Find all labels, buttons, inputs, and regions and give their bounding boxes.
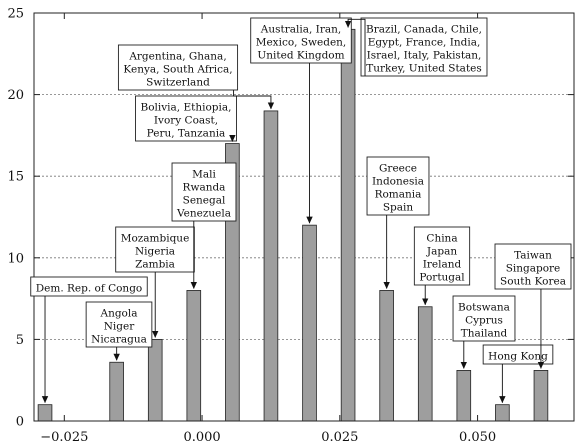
annotation-line: Kenya, South Africa,: [123, 64, 232, 76]
annotation-line: Egypt, France, India,: [368, 37, 481, 49]
annotation-box: [250, 17, 352, 64]
annotation-line: Taiwan: [514, 250, 552, 262]
annotation-line: China: [426, 233, 457, 245]
annotation-line: Mali: [192, 169, 216, 181]
bar-0: [37, 404, 53, 422]
y-tick-label: 5: [16, 333, 24, 348]
y-tick-label: 0: [16, 415, 24, 430]
annotation-line: Portugal: [419, 272, 465, 284]
annotation-line: Turkey, United States: [366, 63, 482, 75]
annotation-box: [30, 276, 148, 297]
x-tick-label: −0.025: [40, 430, 88, 445]
annotation-line: Niger: [104, 321, 135, 333]
bar-7: [340, 28, 356, 422]
y-tick-label: 15: [7, 170, 24, 185]
annotation-line: Ivory Coast,: [154, 115, 218, 127]
annotation-line: Nigeria: [135, 246, 175, 258]
annotation-line: Venezuela: [176, 208, 231, 220]
annotation-line: Japan: [426, 246, 457, 258]
annotation-line: Cyprus: [465, 315, 503, 327]
y-tick-label: 25: [7, 7, 24, 22]
x-tick-label: 0.000: [183, 430, 220, 445]
annotation-box: [115, 226, 195, 273]
annotation-line: Nicaragua: [91, 334, 147, 346]
x-tick-label: 0.050: [459, 430, 496, 445]
annotation-line: South Korea: [500, 276, 566, 288]
annotation-line: Indonesia: [372, 176, 424, 188]
bar-5: [263, 110, 279, 422]
annotation-box: [413, 226, 471, 286]
annotation-box: [171, 162, 237, 222]
annotation-line: Romania: [375, 189, 422, 201]
annotation-box: [117, 44, 239, 91]
annotation-line: Australia, Iran,: [260, 24, 341, 36]
annotation-line: Senegal: [183, 195, 226, 207]
annotation-box: [482, 344, 554, 365]
annotation-7: Brazil, Canada, Chile,Egypt, France, Ind…: [344, 17, 488, 77]
annotation-line: Angola: [99, 308, 137, 320]
bar-6: [302, 224, 317, 422]
bars: [37, 28, 549, 422]
annotation-line: Israel, Italy, Pakistan,: [367, 50, 482, 62]
annotation-line: Peru, Tanzania: [147, 128, 226, 140]
annotation-5: Argentina, Ghana,Kenya, South Africa,Swi…: [117, 44, 275, 110]
annotation-line: Zambia: [135, 259, 175, 271]
annotation-11: Hong Kong: [482, 344, 554, 404]
bar-9: [417, 306, 433, 422]
ticks: 0 5 10 15 20 25 −0.025 0.000 0.025 0.050: [7, 7, 574, 445]
annotation-line: Mozambique: [121, 233, 190, 245]
y-tick-label: 20: [7, 88, 24, 103]
annotation-box: [85, 301, 153, 348]
plot-frame: [33, 12, 575, 422]
annotation-line: Thailand: [461, 328, 508, 340]
y-tick-label: 10: [7, 251, 24, 266]
annotation-line: United Kingdom: [257, 50, 344, 62]
bar-10: [456, 370, 472, 422]
bar-1: [109, 361, 124, 422]
annotation-line: Spain: [383, 202, 414, 214]
x-tick-label: 0.025: [321, 430, 358, 445]
annotation-line: Singapore: [506, 263, 561, 275]
annotation-0: Dem. Rep. of Congo: [30, 276, 148, 404]
annotation-line: Dem. Rep. of Congo: [36, 283, 143, 295]
bar-8: [379, 290, 394, 422]
bar-12: [533, 370, 549, 422]
annotation-line: Rwanda: [183, 182, 226, 194]
annotation-box: [366, 156, 430, 216]
bar-11: [495, 404, 510, 422]
annotation-line: Brazil, Canada, Chile,: [366, 24, 482, 36]
annotation-line: Argentina, Ghana,: [128, 51, 226, 63]
annotation-line: Hong Kong: [488, 351, 548, 363]
annotation-box: [494, 243, 572, 290]
annotation-box: [360, 17, 488, 77]
annotation-line: Mexico, Sweden,: [256, 37, 347, 49]
annotation-box: [135, 95, 237, 142]
annotation-arrow: [233, 90, 275, 110]
bar-3: [186, 290, 202, 422]
annotation-arrow: [344, 18, 366, 76]
annotation-line: Bolivia, Ethiopia,: [141, 102, 232, 114]
annotation-line: Greece: [379, 163, 417, 175]
annotations: Dem. Rep. of CongoAngolaNigerNicaraguaMo…: [30, 17, 572, 404]
annotation-line: Botswana: [458, 302, 510, 314]
annotation-box: [452, 295, 516, 342]
annotation-6: Australia, Iran,Mexico, Sweden,United Ki…: [250, 17, 352, 224]
annotation-line: Ireland: [423, 259, 462, 271]
bar-2: [147, 338, 163, 422]
annotation-line: Switzerland: [146, 77, 210, 89]
annotation-4: Bolivia, Ethiopia,Ivory Coast,Peru, Tanz…: [135, 95, 237, 143]
